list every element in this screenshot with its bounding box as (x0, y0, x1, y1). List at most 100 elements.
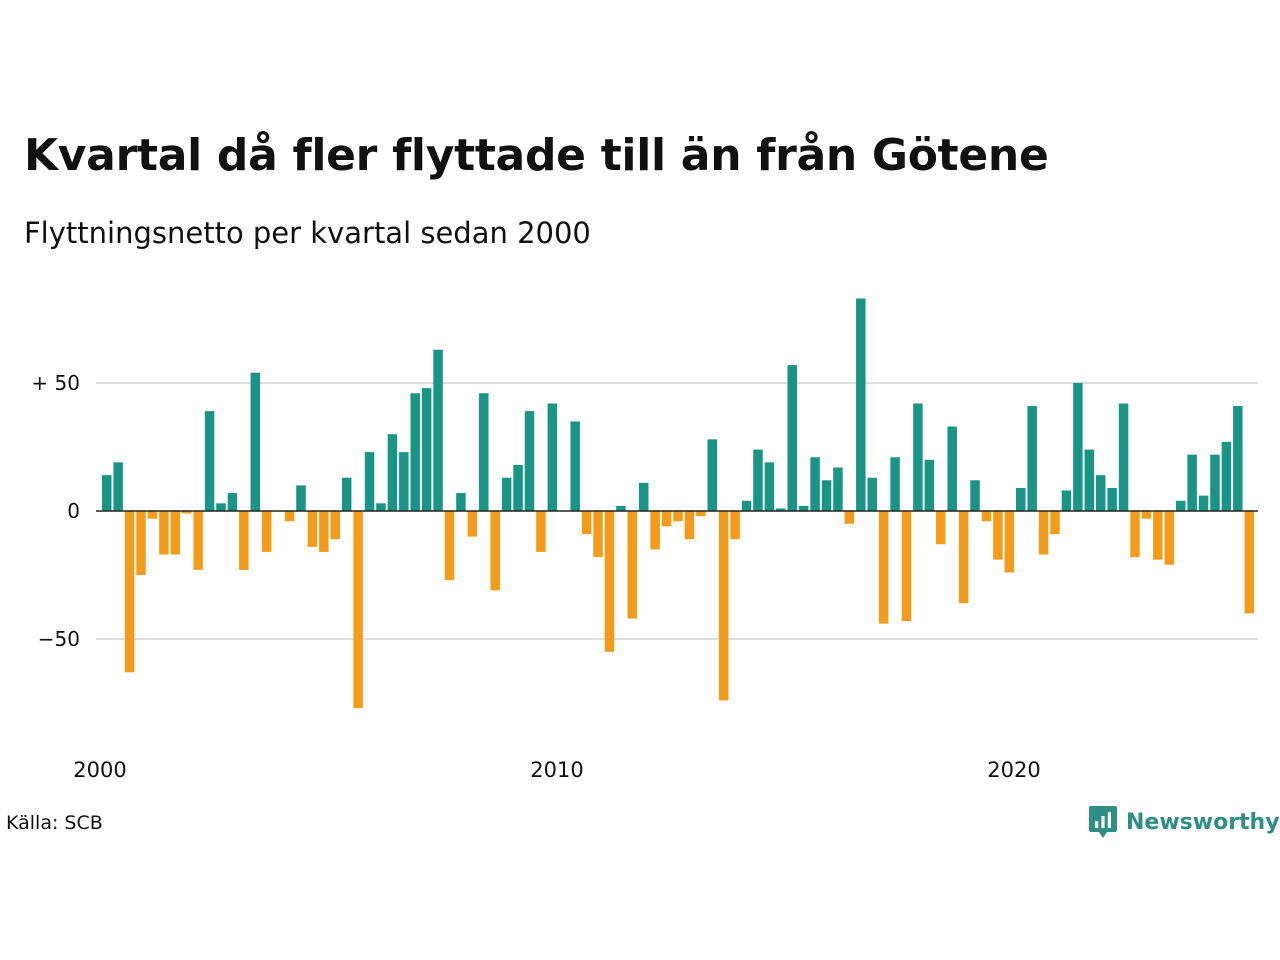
chart-title: Kvartal då fler flyttade till än från Gö… (24, 130, 1049, 181)
bar (1073, 383, 1083, 511)
brand-logo: Newsworthy (1088, 804, 1280, 840)
bar (547, 403, 558, 511)
bar (867, 477, 877, 511)
bar (307, 511, 318, 547)
bar (684, 511, 695, 540)
bar (913, 403, 923, 511)
bar (810, 457, 820, 511)
bar (456, 493, 466, 511)
y-axis-labels: + 50 0 −50 (31, 371, 80, 651)
bar (1198, 495, 1209, 511)
bar (227, 493, 238, 511)
bar (798, 505, 809, 511)
bar (970, 480, 980, 511)
bar (616, 505, 626, 511)
newsworthy-logo-icon (1089, 806, 1117, 838)
bar (501, 477, 512, 511)
bars (102, 298, 1254, 709)
bar (1244, 511, 1254, 614)
bar (159, 511, 169, 555)
bar (993, 511, 1003, 560)
bar (878, 511, 889, 624)
bar (239, 511, 249, 570)
bar (787, 365, 797, 511)
bar (901, 511, 912, 622)
bar (1095, 475, 1106, 511)
bar (707, 439, 718, 511)
bar (479, 393, 489, 511)
bar (181, 511, 192, 514)
source-note: Källa: SCB (6, 812, 103, 834)
bar (730, 511, 740, 540)
bar (124, 511, 135, 673)
bar (981, 511, 992, 522)
bar (204, 411, 215, 511)
bar (1107, 487, 1117, 511)
bar (1233, 406, 1243, 511)
bar (147, 511, 158, 519)
bar (284, 511, 295, 522)
bar (136, 511, 146, 575)
bar (341, 477, 352, 511)
bar (513, 464, 523, 511)
bar (844, 511, 855, 524)
bar (696, 511, 706, 517)
x-tick-label: 2010 (530, 758, 583, 782)
bar (524, 411, 535, 511)
bar (776, 508, 786, 511)
bar (833, 467, 843, 511)
bar (593, 511, 603, 558)
bar (821, 480, 832, 511)
bar (890, 457, 900, 511)
bar (467, 511, 478, 537)
bar (296, 485, 306, 511)
bar (399, 452, 409, 511)
bar (1004, 511, 1015, 573)
bar (1187, 454, 1197, 511)
bar (924, 459, 935, 511)
bar (753, 449, 763, 511)
bar (856, 298, 866, 511)
bar (353, 511, 363, 709)
y-tick-label: 0 (67, 499, 80, 523)
bar (536, 511, 546, 552)
bar (661, 511, 672, 527)
bar (1221, 441, 1232, 511)
bar (1141, 511, 1152, 519)
x-axis-labels: 2000 2010 2020 (73, 758, 1040, 782)
bar (570, 421, 580, 511)
bar (1130, 511, 1140, 558)
bar (958, 511, 969, 604)
bar (718, 511, 729, 701)
bar (650, 511, 660, 550)
bar (638, 482, 649, 511)
y-tick-label: −50 (38, 627, 80, 651)
bar (1061, 490, 1072, 511)
bar (421, 388, 432, 511)
bar (170, 511, 181, 555)
bar (261, 511, 272, 552)
bar (1027, 406, 1037, 511)
bar (1050, 511, 1060, 535)
y-tick-label: + 50 (31, 371, 80, 395)
bar (490, 511, 500, 591)
bar (376, 503, 386, 511)
bar (947, 426, 957, 511)
x-tick-label: 2000 (73, 758, 126, 782)
bar (627, 511, 638, 619)
bar (764, 462, 775, 511)
bar (113, 462, 123, 511)
bar (1084, 449, 1095, 511)
bar (250, 372, 261, 511)
bar (673, 511, 683, 522)
bar (193, 511, 203, 570)
bar (1175, 500, 1186, 511)
bar (1164, 511, 1175, 565)
bar (1118, 403, 1129, 511)
grid-lines (96, 382, 1258, 640)
bar (330, 511, 340, 540)
bar (1038, 511, 1049, 555)
bar (216, 503, 226, 511)
bar (936, 511, 946, 545)
